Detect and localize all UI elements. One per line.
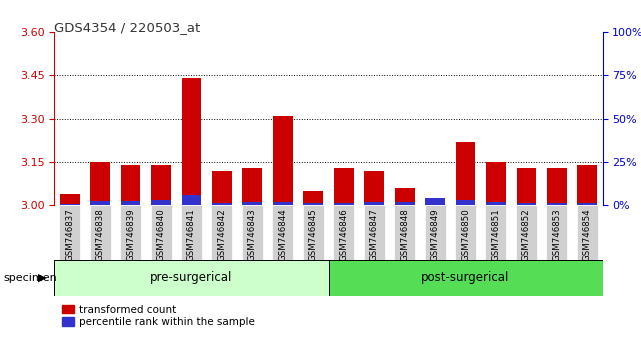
FancyBboxPatch shape	[120, 205, 141, 260]
Bar	[578, 203, 597, 205]
FancyBboxPatch shape	[363, 205, 385, 260]
Text: GSM746854: GSM746854	[583, 208, 592, 261]
Text: GSM746847: GSM746847	[370, 208, 379, 261]
Text: pre-surgerical: pre-surgerical	[150, 272, 233, 284]
Bar	[212, 203, 232, 205]
Bar	[517, 203, 537, 205]
Text: GSM746837: GSM746837	[65, 208, 74, 261]
Legend: transformed count, percentile rank within the sample: transformed count, percentile rank withi…	[60, 303, 258, 329]
Bar	[395, 188, 415, 205]
Bar	[425, 202, 445, 205]
Text: GSM746849: GSM746849	[431, 208, 440, 261]
FancyBboxPatch shape	[455, 205, 476, 260]
Bar	[547, 203, 567, 205]
Bar	[364, 171, 384, 205]
FancyBboxPatch shape	[181, 205, 202, 260]
FancyBboxPatch shape	[242, 205, 263, 260]
Bar	[578, 165, 597, 205]
Bar	[395, 202, 415, 205]
Bar	[517, 168, 537, 205]
Bar	[456, 142, 476, 205]
Bar	[151, 200, 171, 205]
Bar	[90, 162, 110, 205]
Bar	[212, 171, 232, 205]
FancyBboxPatch shape	[516, 205, 537, 260]
FancyBboxPatch shape	[212, 205, 233, 260]
Text: GSM746850: GSM746850	[461, 208, 470, 261]
Text: GSM746842: GSM746842	[217, 208, 226, 261]
FancyBboxPatch shape	[424, 205, 445, 260]
Bar	[303, 203, 323, 205]
Bar	[486, 162, 506, 205]
Text: GSM746852: GSM746852	[522, 208, 531, 261]
Text: GSM746848: GSM746848	[400, 208, 409, 261]
FancyBboxPatch shape	[272, 205, 294, 260]
FancyBboxPatch shape	[394, 205, 415, 260]
Text: GSM746838: GSM746838	[96, 208, 104, 261]
Bar	[273, 202, 293, 205]
Bar	[90, 201, 110, 205]
Bar	[121, 165, 140, 205]
Bar	[121, 201, 140, 205]
Text: GSM746853: GSM746853	[553, 208, 562, 261]
FancyBboxPatch shape	[90, 205, 111, 260]
Text: GSM746841: GSM746841	[187, 208, 196, 261]
Bar	[151, 165, 171, 205]
Bar	[547, 168, 567, 205]
Bar	[60, 194, 79, 205]
Text: GSM746843: GSM746843	[248, 208, 257, 261]
Bar	[425, 198, 445, 205]
Text: GSM746851: GSM746851	[492, 208, 501, 261]
Bar	[456, 200, 476, 205]
Bar	[486, 202, 506, 205]
Bar	[334, 203, 354, 205]
FancyBboxPatch shape	[577, 205, 598, 260]
FancyBboxPatch shape	[333, 205, 354, 260]
FancyBboxPatch shape	[485, 205, 506, 260]
Bar	[364, 202, 384, 205]
FancyBboxPatch shape	[303, 205, 324, 260]
Bar	[303, 191, 323, 205]
Text: GSM746839: GSM746839	[126, 208, 135, 261]
Text: ▶: ▶	[38, 273, 46, 283]
Text: GDS4354 / 220503_at: GDS4354 / 220503_at	[54, 21, 201, 34]
Text: GSM746840: GSM746840	[156, 208, 165, 261]
FancyBboxPatch shape	[151, 205, 172, 260]
Bar	[181, 195, 201, 205]
FancyBboxPatch shape	[328, 260, 603, 296]
Bar	[242, 168, 262, 205]
Text: GSM746844: GSM746844	[278, 208, 287, 261]
Text: GSM746845: GSM746845	[309, 208, 318, 261]
Text: post-surgerical: post-surgerical	[421, 272, 510, 284]
FancyBboxPatch shape	[54, 260, 328, 296]
Bar	[60, 204, 79, 205]
Bar	[181, 78, 201, 205]
Text: GSM746846: GSM746846	[339, 208, 348, 261]
Bar	[334, 168, 354, 205]
Bar	[242, 202, 262, 205]
Bar	[273, 116, 293, 205]
FancyBboxPatch shape	[546, 205, 567, 260]
Text: specimen: specimen	[3, 273, 57, 283]
FancyBboxPatch shape	[59, 205, 80, 260]
